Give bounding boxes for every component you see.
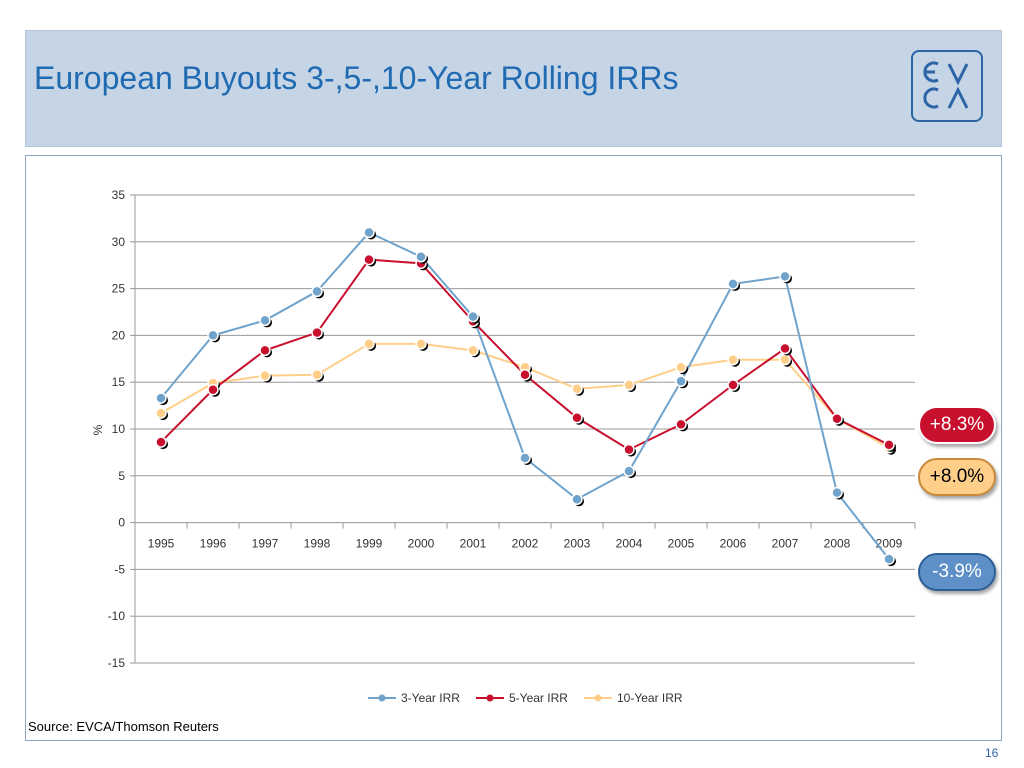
- x-tick-label: 2003: [564, 537, 591, 551]
- data-point: [363, 253, 375, 266]
- ten-year-badge: +8.0%: [918, 458, 996, 496]
- legend-swatch-marker: [594, 694, 602, 702]
- data-point: [311, 326, 323, 339]
- x-tick-label: 2005: [668, 537, 695, 551]
- data-point: [259, 344, 271, 357]
- data-point: [779, 353, 791, 366]
- data-point: [675, 375, 687, 388]
- x-tick-label: 1995: [148, 537, 175, 551]
- three-year-badge: -3.9%: [918, 553, 996, 591]
- x-tick-label: 2008: [824, 537, 851, 551]
- data-point: [363, 338, 375, 350]
- data-point: [571, 383, 583, 395]
- y-tick-label: 25: [112, 282, 126, 296]
- x-tick-label: 1997: [252, 537, 279, 551]
- legend-swatch-marker: [378, 694, 386, 702]
- data-point: [571, 493, 583, 505]
- data-point: [623, 443, 635, 456]
- y-tick-label: 30: [112, 235, 126, 249]
- data-point: [727, 379, 739, 391]
- data-point: [155, 392, 167, 404]
- data-point: [155, 436, 167, 448]
- x-tick-label: 2002: [512, 537, 539, 551]
- data-point: [519, 452, 531, 464]
- x-tick-label: 2009: [876, 537, 903, 551]
- x-tick-label: 1998: [304, 537, 331, 551]
- y-axis-label: %: [91, 424, 105, 435]
- data-point: [155, 407, 167, 419]
- y-tick-label: 10: [112, 422, 126, 436]
- y-tick-label: 15: [112, 375, 126, 389]
- data-point: [467, 344, 479, 357]
- y-tick-label: -5: [114, 562, 125, 576]
- data-point: [883, 439, 895, 451]
- data-point: [883, 553, 895, 565]
- x-tick-label: 1999: [356, 537, 383, 551]
- data-point: [363, 226, 375, 239]
- data-point: [415, 338, 427, 350]
- y-tick-label: -10: [108, 609, 126, 623]
- data-point: [571, 412, 583, 424]
- evca-logo: [911, 50, 983, 122]
- data-point: [623, 379, 635, 391]
- header-band: [25, 30, 1002, 147]
- source-note: Source: EVCA/Thomson Reuters: [28, 719, 219, 734]
- y-tick-label: -15: [108, 656, 126, 670]
- x-tick-label: 2000: [408, 537, 435, 551]
- data-point: [467, 310, 479, 323]
- data-point: [415, 251, 427, 263]
- y-tick-label: 5: [118, 469, 125, 483]
- data-point: [779, 270, 791, 283]
- y-tick-label: 0: [118, 516, 125, 530]
- legend-label: 5-Year IRR: [509, 691, 568, 705]
- data-point: [259, 314, 271, 327]
- data-point: [727, 353, 739, 366]
- data-point: [831, 412, 843, 425]
- x-tick-label: 2006: [720, 537, 747, 551]
- data-point: [675, 361, 687, 373]
- x-tick-label: 2001: [460, 537, 487, 551]
- x-tick-label: 1996: [200, 537, 227, 551]
- legend-label: 3-Year IRR: [401, 691, 460, 705]
- data-point: [675, 418, 687, 431]
- x-tick-label: 2007: [772, 537, 799, 551]
- data-point: [623, 465, 635, 477]
- data-point: [779, 342, 791, 355]
- series-line: [160, 231, 890, 560]
- x-tick-label: 2004: [616, 537, 643, 551]
- slide-title: European Buyouts 3-,5-,10-Year Rolling I…: [34, 60, 679, 96]
- data-point: [727, 278, 739, 290]
- legend-label: 10-Year IRR: [617, 691, 683, 705]
- five-year-badge: +8.3%: [918, 406, 996, 444]
- data-point: [207, 383, 219, 396]
- data-point: [207, 329, 219, 342]
- data-point: [311, 285, 323, 298]
- data-point: [259, 369, 271, 382]
- chart-panel: [25, 155, 1002, 741]
- data-point: [831, 486, 843, 499]
- page-number: 16: [985, 746, 999, 760]
- legend-swatch-marker: [486, 694, 494, 702]
- data-point: [311, 368, 323, 381]
- y-tick-label: 20: [112, 328, 126, 342]
- data-point: [519, 368, 531, 381]
- y-tick-label: 35: [112, 188, 126, 202]
